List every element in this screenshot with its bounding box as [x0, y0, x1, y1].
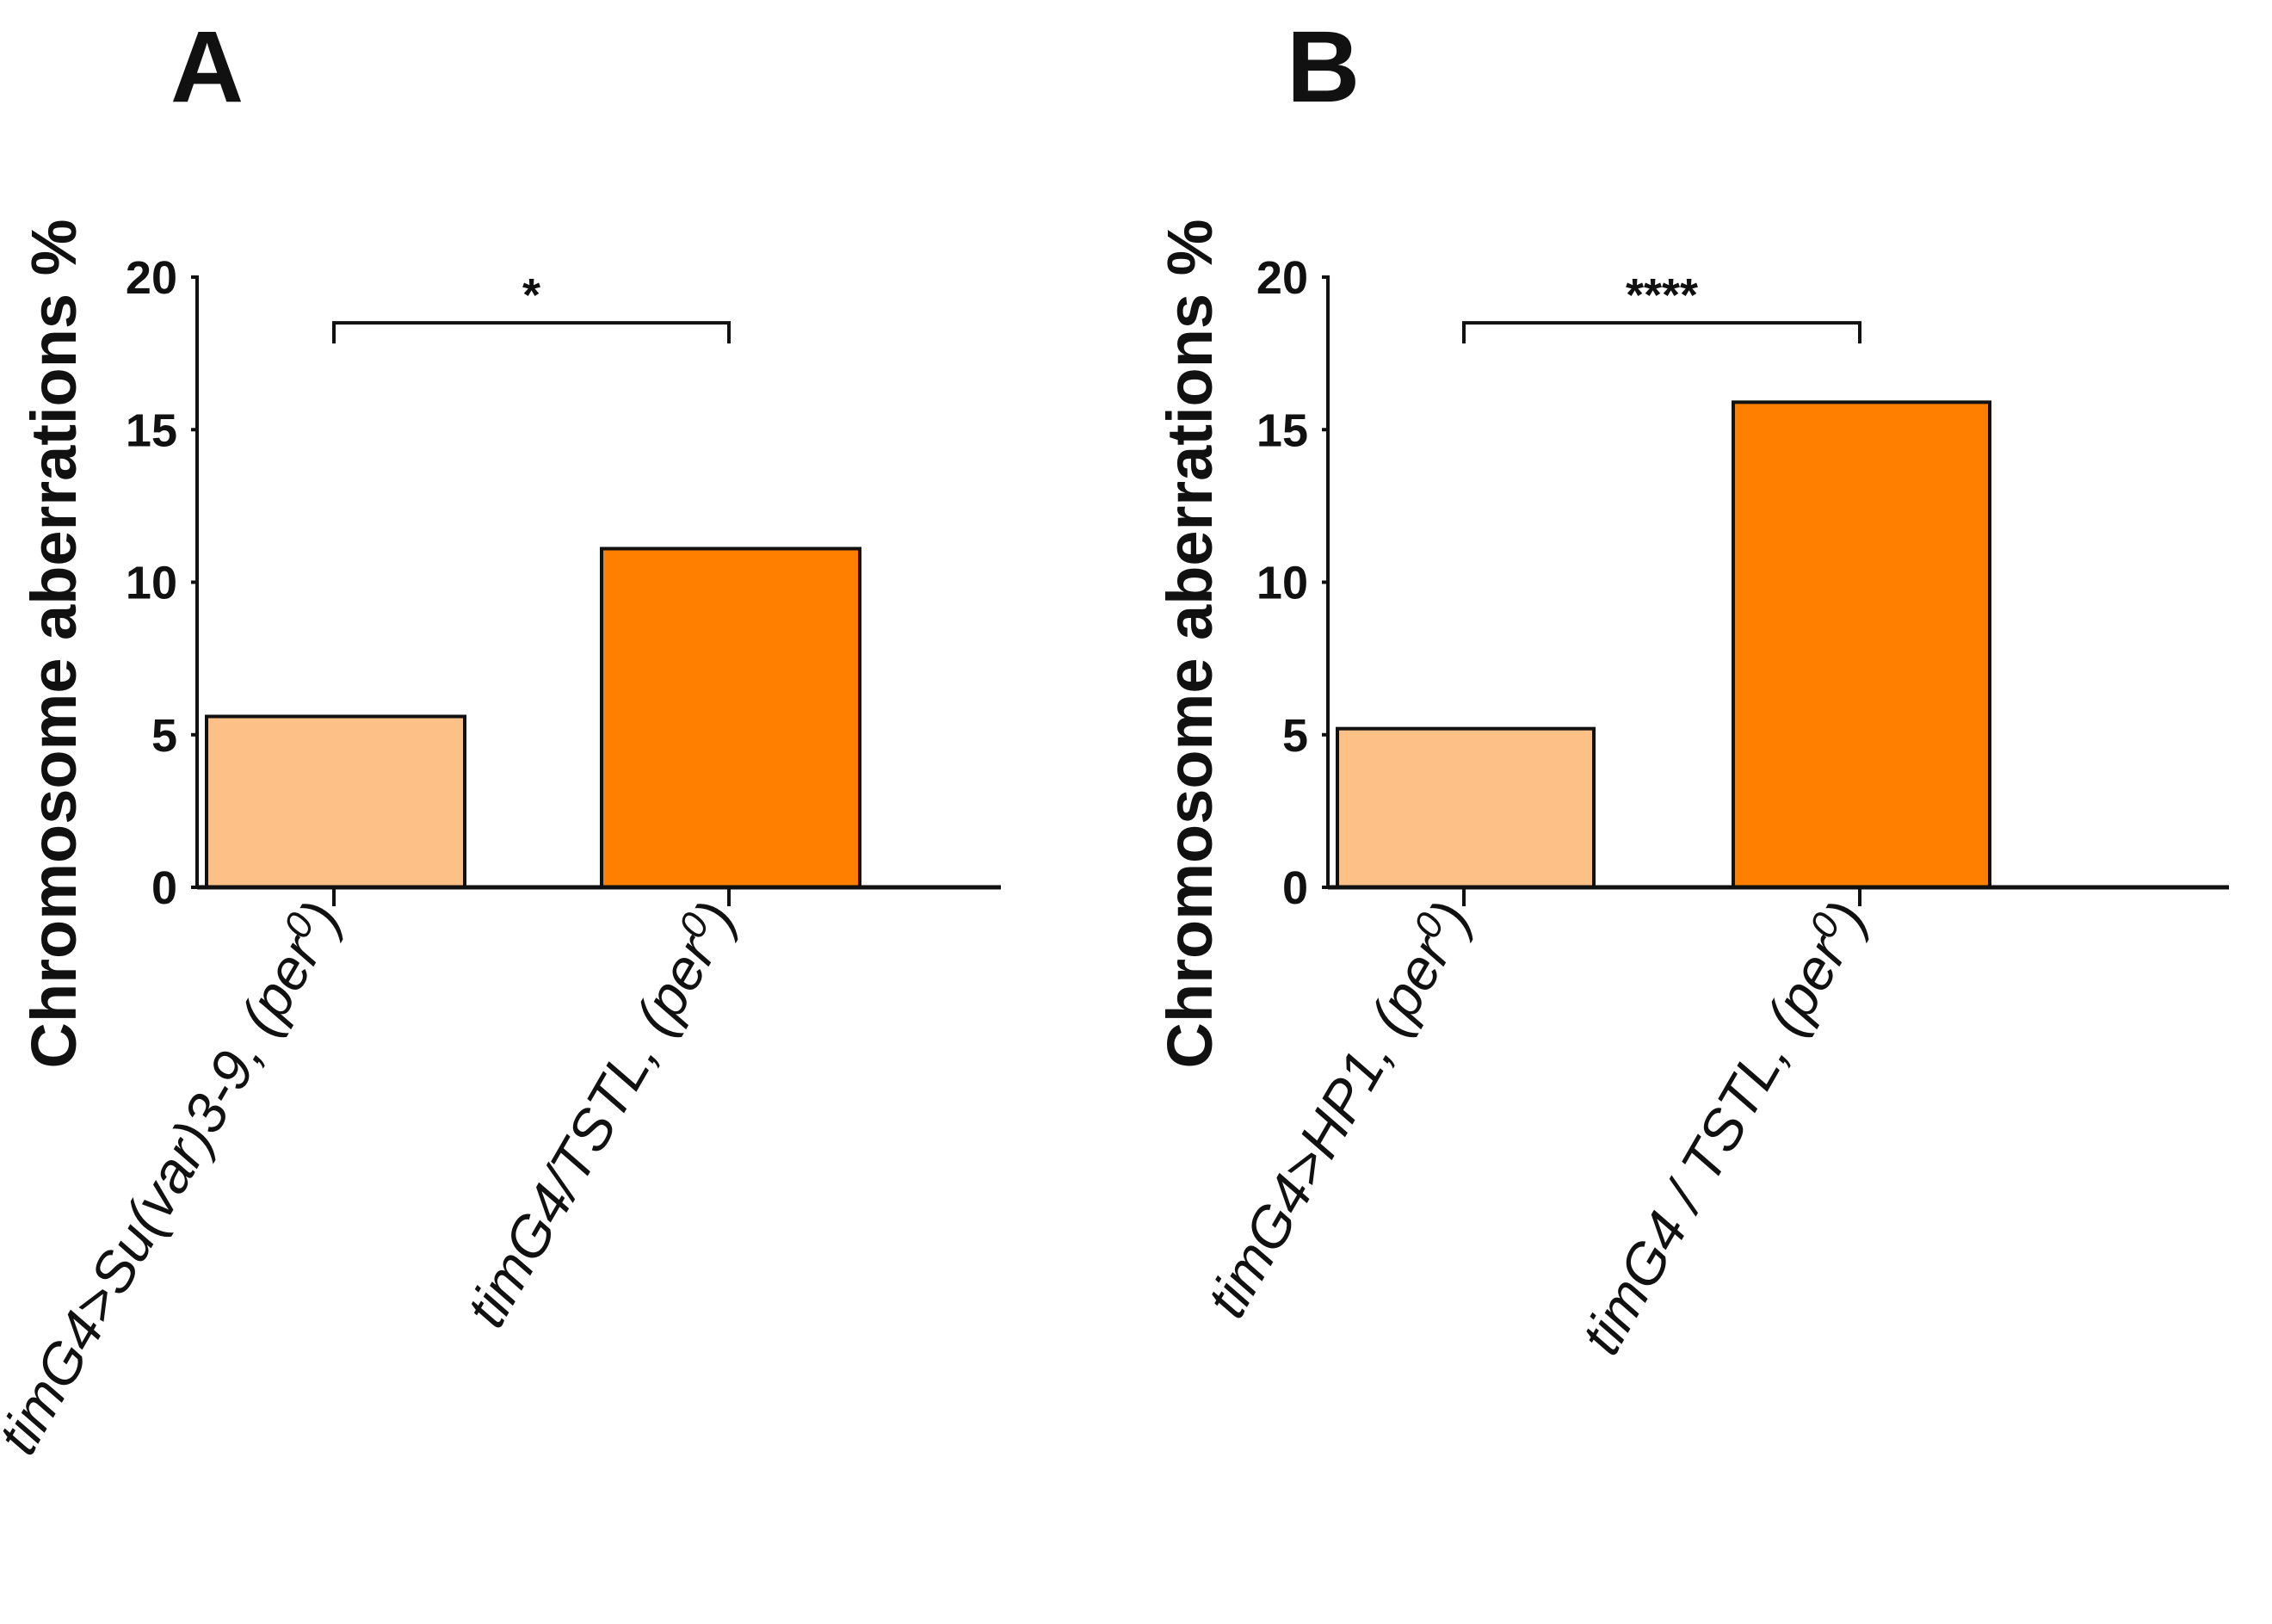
category-label-text: timG4 / TSTL, (per — [1569, 923, 1861, 1365]
y-tick-label: 10 — [126, 558, 177, 609]
significance-label: **** — [1626, 269, 1698, 321]
significance-bracket — [332, 321, 731, 344]
category-label-text: timG4/TSTL, (per — [454, 923, 729, 1337]
bar — [205, 714, 466, 889]
bar — [1732, 400, 1991, 890]
y-tick-label: 5 — [151, 710, 177, 762]
category-label: timG4/TSTL, (per0) — [451, 889, 748, 1337]
bar — [1336, 726, 1596, 889]
panel-letter: B — [1287, 10, 1360, 124]
y-tick-label: 20 — [126, 252, 177, 304]
y-axis-label: Chromosome aberrations % — [1154, 219, 1226, 1069]
y-tick-label: 0 — [151, 862, 177, 914]
category-label: timG4>HP1, (per0) — [1191, 889, 1483, 1327]
category-label-text: timG4>HP1, (per — [1194, 923, 1464, 1328]
significance-bracket — [1462, 321, 1861, 344]
panel-letter: A — [170, 10, 244, 124]
y-tick-label: 0 — [1282, 862, 1308, 914]
y-tick-label: 15 — [1256, 404, 1308, 456]
significance-label: * — [522, 269, 540, 321]
y-tick-label: 5 — [1282, 710, 1308, 762]
category-label: timG4 / TSTL, (per0) — [1566, 889, 1880, 1364]
y-axis-label: Chromosome aberrations % — [18, 219, 90, 1069]
bar — [600, 546, 861, 889]
panel-b: B Chromosome aberrations % 0 5 10 15 20 timG4>H… — [1154, 10, 2229, 1364]
y-tick-label: 10 — [1256, 558, 1308, 609]
y-tick-label: 20 — [1256, 252, 1308, 304]
y-tick-label: 15 — [126, 404, 177, 456]
